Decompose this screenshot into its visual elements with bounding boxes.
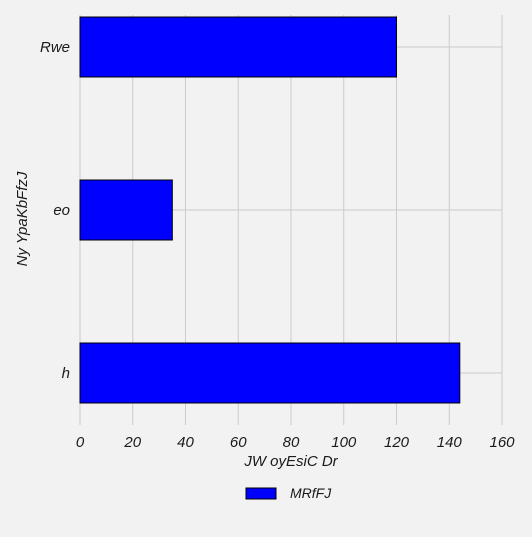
x-tick-label-2: 40 (177, 434, 194, 451)
y-tick-label-eo: eo (53, 202, 70, 219)
y-tick-labels: Rwe eo h (40, 39, 70, 382)
x-tick-label-1: 20 (123, 434, 141, 451)
bar-Rwe (79, 16, 397, 78)
x-tick-label-3: 60 (230, 434, 247, 451)
x-tick-label-6: 120 (384, 434, 410, 451)
bars (79, 16, 461, 404)
bar-h (79, 342, 461, 404)
x-tick-labels: 0 20 40 60 80 100 120 140 160 (76, 434, 515, 451)
legend: MRfFJ (245, 485, 332, 501)
x-tick-label-0: 0 (76, 434, 85, 451)
x-tick-label-5: 100 (331, 434, 357, 451)
bar-eo (79, 179, 173, 241)
x-tick-label-7: 140 (437, 434, 463, 451)
y-axis-title: Ny YpaKbFfzJ (14, 171, 31, 266)
legend-label: MRfFJ (290, 485, 332, 501)
x-axis-title: JW oyEsiC Dr (243, 453, 338, 470)
x-tick-label-4: 80 (283, 434, 300, 451)
x-tick-label-8: 160 (489, 434, 515, 451)
y-tick-label-Rwe: Rwe (40, 39, 70, 56)
y-tick-label-h: h (62, 365, 70, 382)
legend-swatch (245, 487, 277, 500)
